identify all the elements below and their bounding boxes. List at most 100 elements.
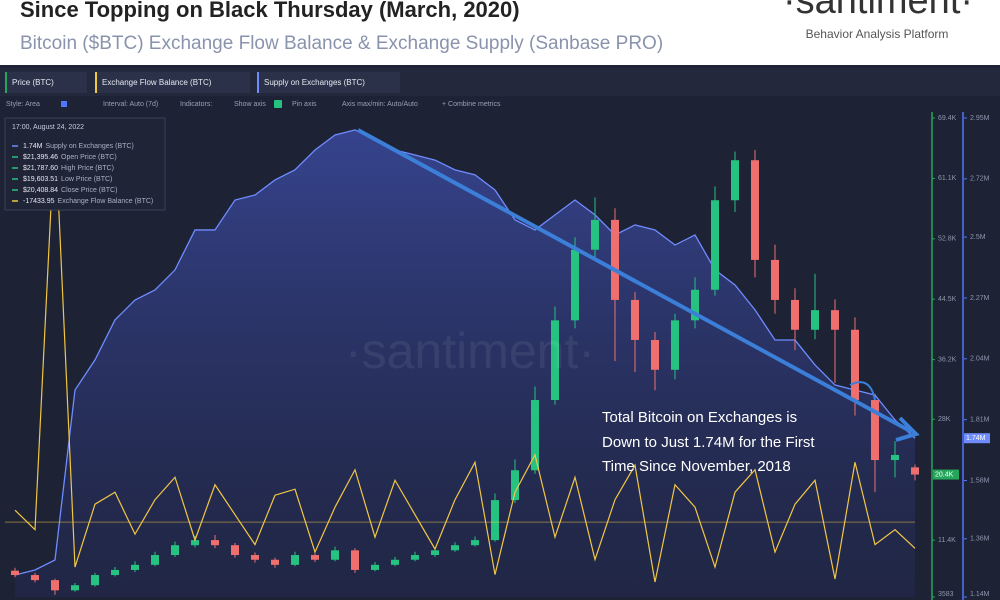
tooltip-value: $19,603.51	[23, 176, 58, 183]
candle-body	[291, 555, 299, 565]
tick-label: 28K	[938, 416, 951, 423]
tooltip	[4, 117, 166, 211]
candle-body	[571, 249, 579, 321]
candle-body	[731, 160, 739, 201]
annotation: Total Bitcoin on Exchanges is	[602, 409, 797, 426]
metric-tab[interactable]	[257, 72, 400, 93]
candle-body	[531, 400, 539, 471]
metric-tab-color	[5, 72, 7, 93]
candle-body	[231, 545, 239, 556]
candle-body	[891, 454, 899, 461]
tooltip-label: Open Price (BTC)	[61, 154, 117, 161]
metric-tab-color	[257, 72, 259, 93]
candle-body	[31, 575, 39, 581]
tick-label: 1.58M	[970, 477, 990, 484]
tick-label: 44.5K	[938, 296, 957, 303]
tooltip-value: $21,395.46	[23, 154, 58, 161]
candle-body	[171, 545, 179, 556]
candle-body	[271, 559, 279, 565]
candle-body	[751, 160, 759, 260]
candle-body	[151, 555, 159, 565]
candle-body	[871, 400, 879, 461]
watermark: ·santiment·	[345, 323, 595, 379]
candle-body	[771, 259, 779, 300]
tick-label: 1.81M	[970, 417, 990, 424]
candle-body	[631, 299, 639, 340]
tick-label: 3583	[938, 591, 954, 598]
candle-body	[411, 555, 419, 560]
last-value-box	[933, 469, 959, 480]
candle-body	[611, 219, 619, 300]
tooltip-row: -17433.95 Exchange Flow Balance (BTC)	[23, 198, 153, 205]
metric-tab[interactable]	[5, 72, 87, 93]
candle-body	[11, 570, 19, 576]
candle-body	[211, 540, 219, 546]
candle-body	[491, 500, 499, 541]
tooltip-label: High Price (BTC)	[61, 165, 114, 172]
candle-body	[431, 550, 439, 556]
candle-body	[91, 575, 99, 586]
tick-label: 1.36M	[970, 536, 990, 543]
trend-arrow-head	[895, 416, 920, 442]
supply-area	[15, 129, 915, 597]
metric-tab-label: Price (BTC)	[12, 78, 54, 87]
color-swatch[interactable]	[61, 101, 67, 107]
toolbar-item[interactable]: Axis max/min: Auto/Auto	[342, 101, 418, 108]
toolbar-item[interactable]: Indicators:	[180, 101, 212, 108]
candle-body	[111, 569, 119, 576]
candle-body	[691, 289, 699, 321]
last-value-label: 20.4K	[935, 471, 954, 478]
candle-body	[651, 339, 659, 370]
candle-body	[131, 564, 139, 570]
supply-line	[14, 129, 916, 576]
tooltip-value: $21,787.60	[23, 165, 58, 172]
candle-body	[831, 310, 839, 330]
toolbar-item[interactable]: Style: Area	[6, 101, 40, 108]
tick-label: 36.2K	[938, 356, 957, 363]
tick-label: 2.72M	[970, 176, 990, 183]
candle-body	[671, 320, 679, 370]
last-value-label: 1.74M	[966, 435, 986, 442]
toolbar-item[interactable]: Interval: Auto (7d)	[103, 101, 158, 108]
candle-body	[191, 540, 199, 546]
toolbar-item[interactable]: Show axis	[234, 101, 266, 108]
metric-tab-label: Exchange Flow Balance (BTC)	[102, 78, 212, 87]
tooltip-row: 1.74M Supply on Exchanges (BTC)	[23, 143, 134, 150]
tick-label: 11.4K	[938, 537, 956, 544]
metric-tab-color	[95, 72, 97, 93]
tooltip-row: $20,408.84 Close Price (BTC)	[23, 187, 117, 194]
small-arrow	[849, 381, 876, 401]
annotation: Down to Just 1.74M for the First	[602, 434, 815, 451]
flow-line	[14, 125, 916, 583]
toolbar-item[interactable]: Pin axis	[292, 101, 317, 108]
tick-label: 1.14M	[970, 591, 990, 598]
tick-label: 61.1K	[938, 175, 957, 182]
title: Since Topping on Black Thursday (March, …	[20, 0, 520, 22]
candle-body	[251, 555, 259, 560]
tooltip-label: Low Price (BTC)	[61, 176, 112, 183]
tooltip-row: $19,603.51 Low Price (BTC)	[23, 176, 112, 183]
metric-tab[interactable]	[95, 72, 250, 93]
last-value-box	[964, 433, 990, 444]
tooltip-time: 17:00, August 24, 2022	[12, 124, 84, 131]
candle-body	[551, 320, 559, 401]
logo: ·santiment·	[783, 0, 973, 22]
tick-label: 2.95M	[970, 115, 990, 122]
candle-body	[71, 585, 79, 591]
tooltip-value: 1.74M	[23, 143, 43, 150]
tooltip-row: $21,395.46 Open Price (BTC)	[23, 154, 117, 161]
candle-body	[511, 470, 519, 501]
trend-arrow	[357, 128, 913, 434]
tooltip-value: $20,408.84	[23, 187, 58, 194]
candle-body	[911, 467, 919, 475]
tick-label: 2.5M	[970, 234, 986, 241]
toolbar-item[interactable]: + Combine metrics	[442, 101, 501, 108]
candle-body	[371, 564, 379, 570]
candle-body	[351, 550, 359, 570]
tooltip-value: -17433.95	[23, 198, 55, 205]
checkbox[interactable]	[274, 100, 282, 108]
tooltip-row: $21,787.60 High Price (BTC)	[23, 165, 114, 172]
annotation: Time Since November, 2018	[602, 458, 791, 475]
